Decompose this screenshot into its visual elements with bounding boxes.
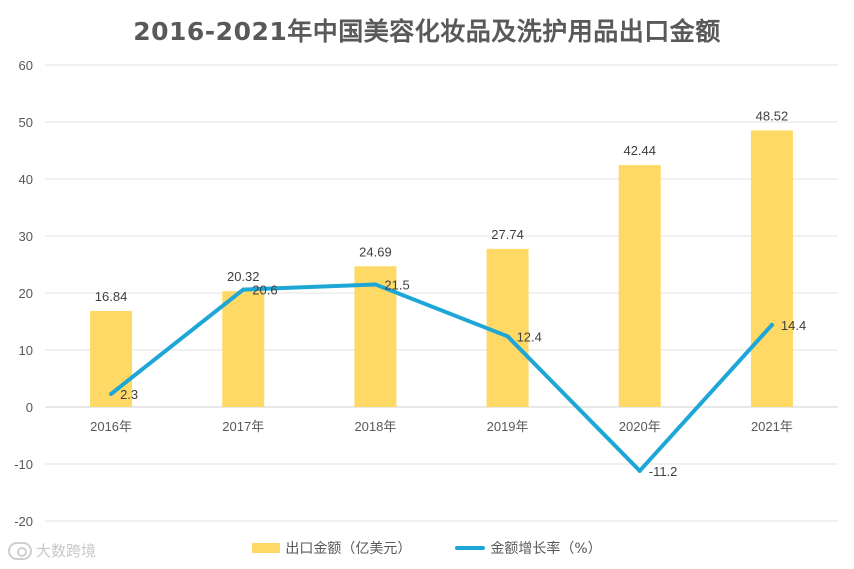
growth-rate-point (373, 282, 378, 287)
y-tick-label: 60 (19, 58, 33, 73)
growth-rate-point (241, 287, 246, 292)
bar-2020年 (618, 165, 661, 407)
legend-swatch-bar (252, 543, 281, 553)
line-value-label: 12.4 (517, 329, 542, 344)
line-value-label: 2.3 (120, 387, 138, 402)
legend-item-growth-rate[interactable]: 金额增长率（%） (455, 538, 602, 558)
data-labels: 16.84 20.32 24.69 27.74 42.44 48.52 2.3 20.6 21.… (95, 108, 806, 478)
legend-item-export-amount[interactable]: 出口金额（亿美元） (252, 538, 411, 558)
bar-value-label: 42.44 (623, 143, 656, 158)
x-tick-label: 2018年 (354, 419, 396, 434)
chart-title: 2016-2021年中国美容化妆品及洗护用品出口金额 (133, 17, 721, 46)
bar-value-label: 20.32 (227, 269, 260, 284)
bar-2017年 (222, 291, 265, 407)
line-value-label: 14.4 (781, 318, 806, 333)
legend-label-export-amount: 出口金额（亿美元） (285, 541, 412, 557)
legend: 出口金额（亿美元） 金额增长率（%） (0, 538, 854, 558)
bar-value-label: 16.84 (95, 289, 128, 304)
growth-rate-point (637, 468, 642, 473)
x-tick-label: 2016年 (90, 419, 132, 434)
line-value-label: -11.2 (649, 464, 678, 479)
grid-lines (45, 64, 838, 522)
legend-swatch-line (455, 546, 486, 550)
bar-2019年 (486, 248, 529, 407)
y-tick-label: 40 (19, 172, 33, 187)
growth-rate-line (109, 282, 774, 473)
line-value-label: 20.6 (252, 283, 277, 298)
bar-2016年 (90, 311, 133, 407)
y-tick-label: 0 (26, 400, 33, 415)
line-series (109, 282, 774, 473)
y-tick-label: -20 (14, 514, 33, 529)
growth-rate-point (505, 334, 510, 339)
legend-label-growth-rate: 金额增长率（%） (490, 541, 602, 557)
y-tick-label: 20 (19, 286, 33, 301)
watermark: 大数跨境 (8, 540, 96, 561)
y-tick-label: 50 (19, 115, 33, 130)
growth-rate-point (109, 391, 114, 396)
brand-logo-icon (8, 541, 32, 560)
y-axis-ticks: 60 50 40 30 20 10 0 -10 -20 (14, 58, 33, 529)
bar-value-label: 48.52 (756, 108, 789, 123)
bar-value-label: 27.74 (491, 227, 524, 242)
bar-2021年 (750, 130, 793, 407)
y-tick-label: -10 (14, 457, 33, 472)
bar-value-label: 24.69 (359, 244, 392, 259)
x-tick-label: 2020年 (619, 419, 661, 434)
growth-rate-point (769, 322, 774, 327)
bar-series (90, 130, 793, 407)
y-tick-label: 10 (19, 343, 33, 358)
line-value-label: 21.5 (384, 277, 409, 292)
y-tick-label: 30 (19, 229, 33, 244)
x-tick-label: 2017年 (222, 419, 264, 434)
x-tick-label: 2019年 (487, 419, 529, 434)
x-axis-ticks: 2016年 2017年 2018年 2019年 2020年 2021年 (90, 419, 793, 434)
watermark-text: 大数跨境 (36, 542, 97, 560)
x-tick-label: 2021年 (751, 419, 793, 434)
